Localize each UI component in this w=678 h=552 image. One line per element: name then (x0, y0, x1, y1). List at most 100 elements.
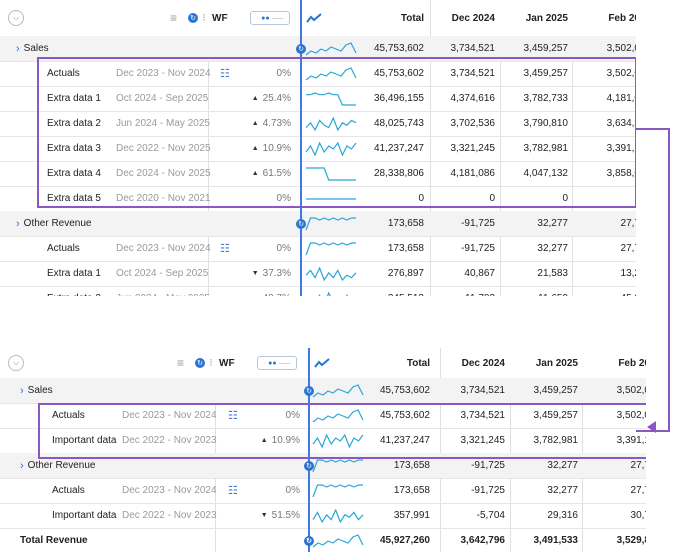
value-cell: 27,7 (620, 243, 636, 254)
value-cell: 173,658 (393, 485, 430, 496)
grip-icon[interactable]: ⠇ (209, 357, 216, 368)
change-text: 0% (276, 243, 291, 254)
table-row[interactable]: ›Other Revenue ↻ 173,658 -91,725 32,277 27,7 (0, 453, 646, 479)
info-badge-icon[interactable]: ↻ (296, 43, 306, 54)
row-label: › Other Revenue (20, 453, 96, 478)
change-value: ▲ 25.4% (252, 86, 291, 111)
table-header: ⌵ ≡ ↻ ⠇WF ·●●––– Total Dec 2024 Jan 2025 Feb 20 (0, 0, 636, 37)
change-value: ▼ 37.3% (252, 261, 291, 286)
wf-toggle[interactable]: · ●● ––– (250, 11, 290, 25)
row-label-text: Sales (27, 385, 53, 396)
value-cell: 27,7 (620, 218, 636, 229)
sparkline-path (312, 458, 363, 472)
value-cell: 3,734,521 (450, 43, 496, 54)
info-badge-icon[interactable]: ↻ (296, 218, 306, 229)
sparkline (306, 166, 356, 181)
info-badge-icon[interactable]: ↻ (188, 13, 198, 23)
column-divider (430, 0, 431, 296)
value-cell: 3,321,245 (460, 435, 506, 446)
change-value: ▲ 10.9% (261, 428, 300, 453)
table-row[interactable]: Extra data 1 Oct 2024 - Sep 2025 ▼ 37.3% 276… (0, 261, 636, 287)
col-feb-2025-header[interactable]: Feb 20 (608, 12, 636, 24)
change-value: 0% (277, 236, 291, 261)
table-row[interactable]: Extra data 5 Dec 2020 - Nov 2021 0% 0 0 0 (0, 186, 636, 212)
row-label-text: Actuals (47, 243, 80, 254)
info-badge-icon[interactable]: ↻ (304, 460, 314, 471)
col-jan-2025-header[interactable]: Jan 2025 (535, 357, 578, 369)
sliders-icon[interactable]: ☷ (220, 68, 230, 80)
table-row[interactable]: Actuals Dec 2023 - Nov 2024 ☷ 0% 45,753,602 3… (0, 61, 636, 87)
chevron-right-icon[interactable]: › (16, 42, 20, 55)
period-range: Dec 2023 - Nov 2024 (116, 243, 211, 254)
info-badge-icon[interactable]: ↻ (195, 358, 205, 368)
col-dec-2024-header[interactable]: Dec 2024 (451, 12, 495, 24)
sliders-icon[interactable]: ☷ (220, 243, 230, 255)
col-jan-2025-header[interactable]: Jan 2025 (525, 12, 568, 24)
table-row[interactable]: Extra data 1 Oct 2024 - Sep 2025 ▲ 25.4% 36,… (0, 86, 636, 112)
row-label: Actuals (52, 403, 85, 428)
trend-line-icon[interactable] (314, 348, 330, 378)
value-cell: 4,374,616 (450, 93, 496, 104)
collapse-all-icon[interactable]: ⌵ (8, 10, 24, 26)
col-dec-2024-header[interactable]: Dec 2024 (461, 357, 505, 369)
value-cell: 3,642,796 (460, 535, 506, 546)
split-icon[interactable]: ≡ (177, 356, 185, 370)
row-label-text: Actuals (52, 485, 85, 496)
table-row[interactable]: Extra data 2 Jun 2024 - May 2025 ▼ 49.7% 345… (0, 286, 636, 296)
period-range: Oct 2024 - Sep 2025 (116, 93, 209, 104)
split-icon[interactable]: ≡ (170, 11, 178, 25)
row-label: Extra data 5 (47, 186, 101, 211)
wf-toggle[interactable]: · ●● ––– (257, 356, 297, 370)
table-row[interactable]: Important data Dec 2022 - Nov 2023 ▼ 51.5% 3… (0, 503, 646, 529)
table-row[interactable]: Important data Dec 2022 - Nov 2023 ▲ 10.9% 4… (0, 428, 646, 454)
chevron-right-icon[interactable]: › (16, 217, 20, 230)
value-cell: 3,858,0 (606, 168, 636, 179)
column-divider (500, 36, 501, 296)
table-row[interactable]: Extra data 4 Dec 2024 - Nov 2025 ▲ 61.5% 28,… (0, 161, 636, 187)
trend-line-icon[interactable] (306, 0, 322, 36)
table-row[interactable]: Actuals Dec 2023 - Nov 2024 ☷ 0% 173,658 -91,… (0, 236, 636, 262)
table-row[interactable]: Total Revenue ↻ 45,927,260 3,642,796 3,491,5… (0, 528, 646, 552)
value-cell: 3,491,533 (533, 535, 579, 546)
collapse-all-icon[interactable]: ⌵ (8, 355, 24, 371)
sparkline (312, 408, 364, 422)
change-value: 0% (277, 186, 291, 211)
column-divider (572, 36, 573, 296)
row-label: Important data (52, 503, 116, 528)
info-badge-icon[interactable]: ↻ (304, 535, 314, 546)
change-value: ▲ 4.73% (252, 111, 291, 136)
period-range: Dec 2023 - Nov 2024 (122, 410, 217, 421)
value-cell: 3,321,245 (450, 143, 496, 154)
table-row[interactable]: Extra data 3 Dec 2022 - Nov 2025 ▲ 10.9% 41,… (0, 136, 636, 162)
value-cell: 11,702 (465, 286, 495, 296)
table-row[interactable]: Extra data 2 Jun 2024 - May 2025 ▲ 4.73% 48,… (0, 111, 636, 137)
value-cell: 3,782,981 (533, 435, 579, 446)
value-cell: 32,277 (537, 243, 568, 254)
table-row[interactable]: › Sales ↻ 45,753,602 3,734,521 3,459,257 3,502… (0, 378, 646, 404)
sparkline (312, 433, 364, 448)
change-text: 37.3% (262, 268, 291, 279)
value-cell: 40,867 (464, 268, 495, 279)
col-feb-2025-header[interactable]: Feb 20 (618, 357, 646, 369)
table-row[interactable]: ›Other Revenue ↻ 173,658 -91,725 32,277 27,7 (0, 211, 636, 237)
chevron-right-icon[interactable]: › (20, 459, 24, 472)
current-period-marker (300, 0, 302, 296)
row-label-text: Extra data 1 (47, 268, 101, 279)
table-row[interactable]: Actuals Dec 2023 - Nov 2024 ☷ 0% 45,753,602 3… (0, 403, 646, 429)
value-cell: 27,7 (630, 460, 646, 471)
total-header[interactable]: Total (400, 12, 424, 24)
sparkline (305, 116, 357, 131)
chevron-right-icon[interactable]: › (20, 384, 24, 397)
grip-icon[interactable]: ⠇ (202, 12, 209, 23)
table-row[interactable]: Actuals Dec 2023 - Nov 2024 ☷ 0% 173,658 -91,… (0, 478, 646, 504)
period-range: Dec 2024 - Nov 2025 (116, 168, 211, 179)
sliders-icon[interactable]: ☷ (228, 410, 238, 422)
sliders-icon[interactable]: ☷ (228, 485, 238, 497)
change-value: ▲ 61.5% (252, 161, 291, 186)
table-row[interactable]: › Sales ↻ 45,753,602 3,734,521 3,459,257 3,502… (0, 36, 636, 62)
info-badge-icon[interactable]: ↻ (304, 385, 314, 396)
total-header[interactable]: Total (406, 357, 430, 369)
value-cell: 3,502,0 (606, 68, 636, 79)
value-cell: 3,782,981 (523, 143, 569, 154)
value-cell: 48,025,743 (373, 118, 424, 129)
